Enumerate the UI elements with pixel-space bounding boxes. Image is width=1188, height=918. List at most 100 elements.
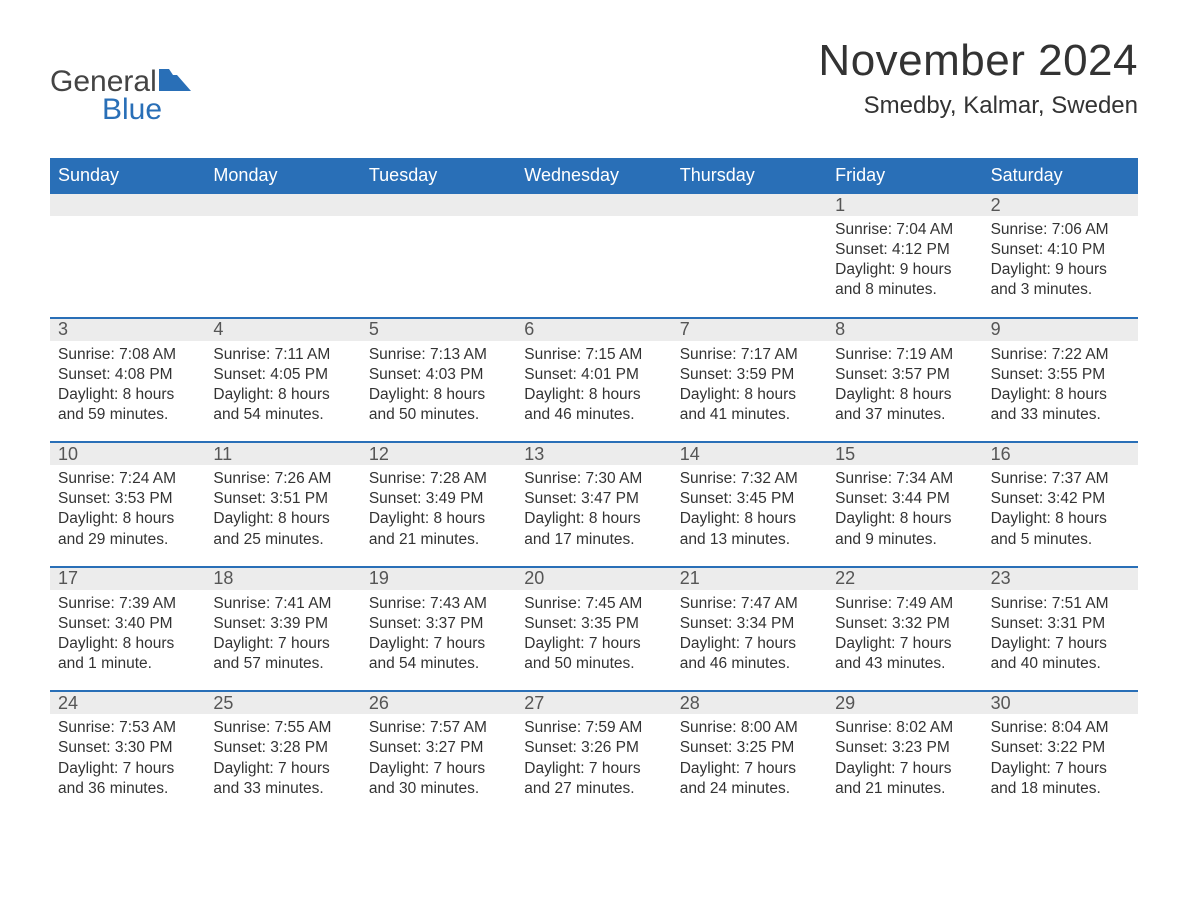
sunset-text: Sunset: 3:45 PM <box>680 489 819 509</box>
day-body: Sunrise: 7:13 AMSunset: 4:03 PMDaylight:… <box>361 341 516 426</box>
day-number: 9 <box>983 319 1001 340</box>
blank-day-cell <box>516 192 671 301</box>
sunrise-text: Sunrise: 7:17 AM <box>680 345 819 365</box>
sunset-text: Sunset: 3:51 PM <box>213 489 352 509</box>
daylight-text: and 24 minutes. <box>680 779 819 799</box>
day-body: Sunrise: 7:59 AMSunset: 3:26 PMDaylight:… <box>516 714 671 799</box>
day-cell: 17Sunrise: 7:39 AMSunset: 3:40 PMDayligh… <box>50 566 205 675</box>
day-body <box>205 216 360 300</box>
day-body: Sunrise: 7:39 AMSunset: 3:40 PMDaylight:… <box>50 590 205 675</box>
day-number: 21 <box>672 568 700 589</box>
day-body: Sunrise: 7:45 AMSunset: 3:35 PMDaylight:… <box>516 590 671 675</box>
day-number-row: 10 <box>50 441 205 465</box>
day-number-row: 1 <box>827 192 982 216</box>
sunset-text: Sunset: 3:57 PM <box>835 365 974 385</box>
sunrise-text: Sunrise: 7:15 AM <box>524 345 663 365</box>
day-body: Sunrise: 7:08 AMSunset: 4:08 PMDaylight:… <box>50 341 205 426</box>
day-body: Sunrise: 7:19 AMSunset: 3:57 PMDaylight:… <box>827 341 982 426</box>
day-body: Sunrise: 7:37 AMSunset: 3:42 PMDaylight:… <box>983 465 1138 550</box>
day-number-row: 14 <box>672 441 827 465</box>
day-number-row: 2 <box>983 192 1138 216</box>
sunrise-text: Sunrise: 7:55 AM <box>213 718 352 738</box>
blank-day-cell <box>672 192 827 301</box>
daylight-text: Daylight: 8 hours <box>213 509 352 529</box>
sunset-text: Sunset: 3:25 PM <box>680 738 819 758</box>
weekday-header: Monday <box>205 165 360 186</box>
day-cell: 7Sunrise: 7:17 AMSunset: 3:59 PMDaylight… <box>672 317 827 426</box>
daylight-text: Daylight: 7 hours <box>369 634 508 654</box>
day-number: 20 <box>516 568 544 589</box>
sunset-text: Sunset: 3:34 PM <box>680 614 819 634</box>
sunset-text: Sunset: 4:05 PM <box>213 365 352 385</box>
day-number: 6 <box>516 319 534 340</box>
day-number-row: 18 <box>205 566 360 590</box>
daylight-text: and 17 minutes. <box>524 530 663 550</box>
daylight-text: Daylight: 7 hours <box>524 634 663 654</box>
sunrise-text: Sunrise: 7:22 AM <box>991 345 1130 365</box>
weekday-header: Friday <box>827 165 982 186</box>
day-body <box>50 216 205 300</box>
daylight-text: Daylight: 8 hours <box>680 385 819 405</box>
day-number-row: 9 <box>983 317 1138 341</box>
daylight-text: and 30 minutes. <box>369 779 508 799</box>
day-number-row: 30 <box>983 690 1138 714</box>
day-number-row: 27 <box>516 690 671 714</box>
sunrise-text: Sunrise: 7:34 AM <box>835 469 974 489</box>
weekday-header: Thursday <box>672 165 827 186</box>
day-cell: 25Sunrise: 7:55 AMSunset: 3:28 PMDayligh… <box>205 690 360 799</box>
sunset-text: Sunset: 3:42 PM <box>991 489 1130 509</box>
day-number-row: 28 <box>672 690 827 714</box>
day-number-row: 4 <box>205 317 360 341</box>
daylight-text: Daylight: 8 hours <box>58 509 197 529</box>
daylight-text: Daylight: 8 hours <box>369 509 508 529</box>
daylight-text: and 54 minutes. <box>369 654 508 674</box>
day-cell: 19Sunrise: 7:43 AMSunset: 3:37 PMDayligh… <box>361 566 516 675</box>
day-body: Sunrise: 8:02 AMSunset: 3:23 PMDaylight:… <box>827 714 982 799</box>
daylight-text: Daylight: 7 hours <box>991 759 1130 779</box>
day-cell: 1Sunrise: 7:04 AMSunset: 4:12 PMDaylight… <box>827 192 982 301</box>
day-cell: 13Sunrise: 7:30 AMSunset: 3:47 PMDayligh… <box>516 441 671 550</box>
location-text: Smedby, Kalmar, Sweden <box>818 92 1138 120</box>
week-row: 17Sunrise: 7:39 AMSunset: 3:40 PMDayligh… <box>50 566 1138 675</box>
daylight-text: Daylight: 7 hours <box>835 759 974 779</box>
daylight-text: and 33 minutes. <box>213 779 352 799</box>
weekday-header: Wednesday <box>516 165 671 186</box>
sunrise-text: Sunrise: 7:39 AM <box>58 594 197 614</box>
week-row: 1Sunrise: 7:04 AMSunset: 4:12 PMDaylight… <box>50 192 1138 301</box>
day-cell: 22Sunrise: 7:49 AMSunset: 3:32 PMDayligh… <box>827 566 982 675</box>
day-number: 3 <box>50 319 68 340</box>
sunset-text: Sunset: 3:28 PM <box>213 738 352 758</box>
day-number-row: 19 <box>361 566 516 590</box>
weekday-header: Tuesday <box>361 165 516 186</box>
day-number: 10 <box>50 444 78 465</box>
daylight-text: Daylight: 7 hours <box>835 634 974 654</box>
day-cell: 8Sunrise: 7:19 AMSunset: 3:57 PMDaylight… <box>827 317 982 426</box>
day-number: 30 <box>983 693 1011 714</box>
calendar-grid: SundayMondayTuesdayWednesdayThursdayFrid… <box>50 158 1138 799</box>
day-body: Sunrise: 7:15 AMSunset: 4:01 PMDaylight:… <box>516 341 671 426</box>
daylight-text: Daylight: 8 hours <box>213 385 352 405</box>
daylight-text: Daylight: 8 hours <box>58 385 197 405</box>
sunset-text: Sunset: 3:26 PM <box>524 738 663 758</box>
daylight-text: Daylight: 8 hours <box>524 509 663 529</box>
sunset-text: Sunset: 4:08 PM <box>58 365 197 385</box>
day-number: 27 <box>516 693 544 714</box>
day-cell: 6Sunrise: 7:15 AMSunset: 4:01 PMDaylight… <box>516 317 671 426</box>
day-cell: 3Sunrise: 7:08 AMSunset: 4:08 PMDaylight… <box>50 317 205 426</box>
daylight-text: and 25 minutes. <box>213 530 352 550</box>
daylight-text: Daylight: 7 hours <box>524 759 663 779</box>
day-cell: 21Sunrise: 7:47 AMSunset: 3:34 PMDayligh… <box>672 566 827 675</box>
sunset-text: Sunset: 3:55 PM <box>991 365 1130 385</box>
day-body: Sunrise: 7:57 AMSunset: 3:27 PMDaylight:… <box>361 714 516 799</box>
day-cell: 16Sunrise: 7:37 AMSunset: 3:42 PMDayligh… <box>983 441 1138 550</box>
sunset-text: Sunset: 3:32 PM <box>835 614 974 634</box>
day-number: 14 <box>672 444 700 465</box>
blank-day-cell <box>205 192 360 301</box>
day-number-row: 3 <box>50 317 205 341</box>
sunset-text: Sunset: 3:39 PM <box>213 614 352 634</box>
day-number: 12 <box>361 444 389 465</box>
daylight-text: and 57 minutes. <box>213 654 352 674</box>
day-body: Sunrise: 7:11 AMSunset: 4:05 PMDaylight:… <box>205 341 360 426</box>
day-cell: 12Sunrise: 7:28 AMSunset: 3:49 PMDayligh… <box>361 441 516 550</box>
daylight-text: and 41 minutes. <box>680 405 819 425</box>
